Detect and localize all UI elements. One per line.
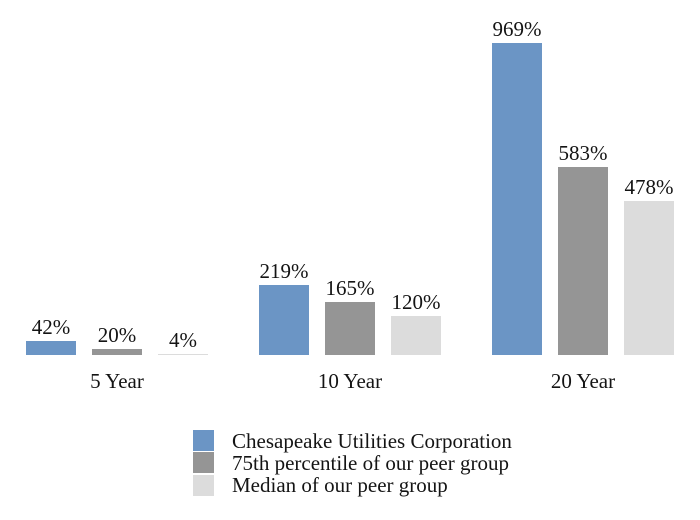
- bar-group-5-year: 42% 20% 4%: [26, 0, 208, 355]
- category-label-5-year: 5 Year: [90, 369, 144, 393]
- bar-value-label: 165%: [325, 275, 375, 300]
- bar-value-label: 20%: [97, 322, 137, 347]
- bar-value-label: 583%: [558, 141, 608, 166]
- bar: [492, 43, 542, 355]
- bar-cell-75th-percentile-of-our-peer-group-20-year: 583%: [558, 142, 608, 355]
- bar-value-label: 478%: [624, 175, 674, 200]
- bar-value-label: 42%: [31, 315, 71, 340]
- bar-value-label: 120%: [391, 290, 441, 315]
- bar: [26, 341, 76, 355]
- bar-group-10-year: 219% 165% 120%: [259, 0, 441, 355]
- bar-cell-chesapeake-utilities-corporation-5-year: 42%: [26, 316, 76, 355]
- category-label-10-year: 10 Year: [317, 369, 383, 393]
- bar: [158, 353, 208, 355]
- legend-swatch: [193, 452, 214, 474]
- category-label-20-year: 20 Year: [550, 369, 616, 393]
- legend-swatch: [193, 474, 214, 496]
- bar: [325, 301, 375, 355]
- bar-cell-75th-percentile-of-our-peer-group-10-year: 165%: [325, 277, 375, 355]
- bar: [391, 316, 441, 355]
- bar-cell-75th-percentile-of-our-peer-group-5-year: 20%: [92, 324, 142, 355]
- bar-value-label: 219%: [259, 258, 309, 283]
- bar-value-label: 4%: [169, 327, 197, 352]
- legend-item-chesapeake-utilities-corporation: Chesapeake Utilities Corporation: [193, 428, 512, 453]
- chart-legend: Chesapeake Utilities Corporation 75th per…: [193, 430, 512, 497]
- legend-label: Chesapeake Utilities Corporation: [232, 428, 512, 453]
- legend-item-median-of-our-peer-group: Median of our peer group: [193, 473, 512, 498]
- bar-cell-chesapeake-utilities-corporation-10-year: 219%: [259, 258, 309, 355]
- bar-cell-median-of-our-peer-group-20-year: 478%: [624, 176, 674, 355]
- bar-cell-median-of-our-peer-group-10-year: 120%: [391, 291, 441, 355]
- bar: [92, 348, 142, 355]
- bar-cell-median-of-our-peer-group-5-year: 4%: [158, 329, 208, 355]
- bar: [558, 167, 608, 355]
- legend-label: Median of our peer group: [232, 473, 448, 498]
- bar-cell-chesapeake-utilities-corporation-20-year: 969%: [492, 18, 542, 355]
- plot-area: 42% 20% 4% 219% 165% 120% 969% 583% 478%: [26, 0, 674, 355]
- bar: [624, 201, 674, 355]
- bar: [259, 284, 309, 355]
- legend-label: 75th percentile of our peer group: [232, 450, 509, 475]
- bar-value-label: 969%: [492, 17, 542, 41]
- legend-item-75th-percentile-of-our-peer-group: 75th percentile of our peer group: [193, 450, 512, 475]
- legend-swatch: [193, 430, 214, 451]
- bar-group-20-year: 969% 583% 478%: [492, 0, 674, 355]
